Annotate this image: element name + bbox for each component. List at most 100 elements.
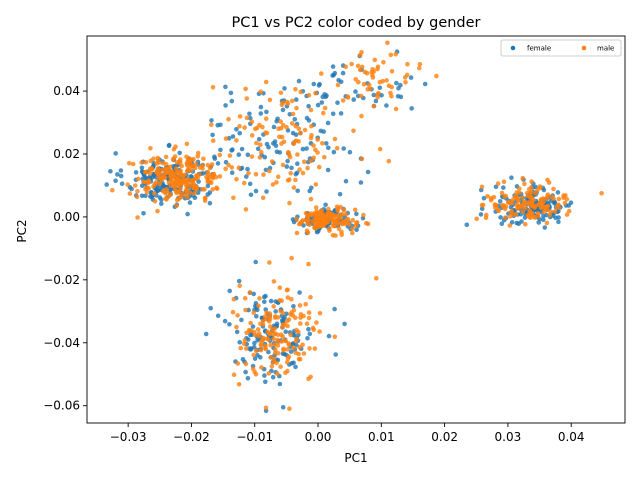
point-male [344,217,350,222]
legend-marker-female [510,45,516,51]
point-male [417,62,423,67]
point-male [294,217,299,222]
point-male [284,360,290,365]
point-male [160,171,166,177]
point-female [337,191,343,197]
point-female [264,189,269,194]
point-male [308,374,313,380]
point-female [481,195,487,201]
point-male [359,156,365,162]
point-female [293,364,298,370]
point-male [231,372,237,378]
point-male [173,166,179,171]
point-male [189,178,194,183]
point-male [282,322,288,327]
point-male [274,180,279,185]
point-male [289,255,294,261]
point-female [509,175,514,180]
point-male [236,165,242,170]
point-male [374,276,379,281]
point-female [294,97,299,102]
point-male [366,82,372,88]
point-male [533,191,538,196]
point-male [242,125,247,130]
point-female [358,180,364,185]
point-male [364,220,369,226]
point-male [293,87,298,92]
point-female [311,81,317,87]
x-tick-label: 0.03 [495,430,522,444]
point-female [396,86,401,91]
point-male [244,115,250,121]
point-male [417,65,422,71]
point-male [279,141,284,146]
point-male [305,230,311,235]
point-male [393,51,399,57]
point-female [541,213,546,219]
point-male [243,86,248,92]
point-male [210,138,216,143]
point-female [155,188,161,193]
point-male [210,85,216,90]
point-male [296,126,302,131]
point-female [143,193,148,199]
point-male [342,221,347,227]
point-female [262,154,268,160]
point-female [307,188,313,194]
point-male [332,136,338,142]
point-male [265,329,271,335]
point-male [217,152,223,158]
point-male [350,217,356,223]
point-male [152,191,157,196]
point-male [550,194,555,200]
point-male [523,221,528,227]
point-male [346,222,352,227]
point-male [243,307,248,313]
point-female [542,225,548,230]
point-male [300,342,305,348]
point-male [229,165,235,170]
point-female [320,94,326,100]
point-male [151,184,156,189]
point-male [335,82,341,88]
point-male [356,79,361,85]
point-female [306,118,312,123]
point-male [287,177,292,182]
x-tick-label: −0.03 [110,430,147,444]
point-female [266,349,271,355]
point-female [508,204,514,210]
point-male [474,216,480,222]
point-male [231,296,237,302]
point-male [251,352,256,358]
point-male [179,163,184,169]
point-male [248,328,254,334]
point-male [267,260,272,265]
point-female [239,146,245,152]
point-female [321,129,327,134]
point-male [256,331,262,336]
point-male [320,141,325,146]
point-female [271,124,277,130]
point-female [273,143,279,148]
point-female [326,145,331,151]
point-male [149,167,155,172]
point-female [247,111,252,117]
point-male [520,209,526,214]
point-male [300,170,306,176]
point-male [333,233,338,238]
point-male [384,78,389,83]
point-female [295,161,300,166]
point-male [313,182,319,187]
point-male [375,64,381,70]
point-male [273,314,278,319]
point-male [285,368,290,374]
point-male [343,64,349,70]
point-female [115,172,120,177]
point-male [268,355,274,360]
point-male [173,182,179,187]
point-male [200,187,206,192]
point-male [154,179,159,185]
point-female [315,102,321,108]
point-female [325,167,331,173]
